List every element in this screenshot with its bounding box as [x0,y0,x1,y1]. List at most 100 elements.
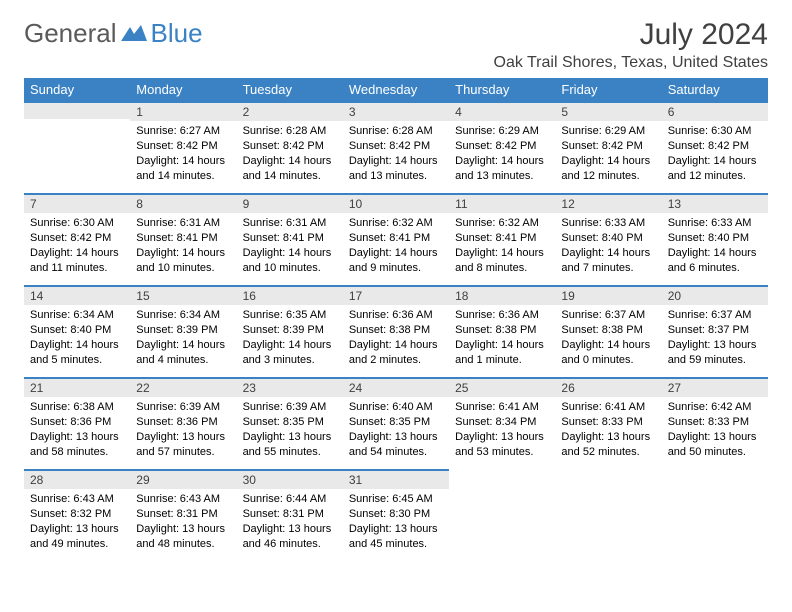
day-content: Sunrise: 6:39 AMSunset: 8:36 PMDaylight:… [130,397,236,465]
calendar-cell [449,469,555,561]
brand-part2: Blue [151,18,203,49]
daylight-text: and 46 minutes. [243,537,337,552]
calendar-cell: 1Sunrise: 6:27 AMSunset: 8:42 PMDaylight… [130,101,236,193]
day-number: 17 [343,285,449,305]
day-number: 28 [24,469,130,489]
calendar-cell: 7Sunrise: 6:30 AMSunset: 8:42 PMDaylight… [24,193,130,285]
daylight-text: and 14 minutes. [136,169,230,184]
sunset-text: Sunset: 8:42 PM [136,139,230,154]
daylight-text: and 48 minutes. [136,537,230,552]
daylight-text: and 9 minutes. [349,261,443,276]
day-content: Sunrise: 6:41 AMSunset: 8:34 PMDaylight:… [449,397,555,465]
daylight-text: Daylight: 14 hours [243,338,337,353]
day-content: Sunrise: 6:37 AMSunset: 8:38 PMDaylight:… [555,305,661,373]
daylight-text: Daylight: 14 hours [349,338,443,353]
daylight-text: Daylight: 14 hours [136,246,230,261]
sunset-text: Sunset: 8:42 PM [561,139,655,154]
empty-day-bar [24,101,130,119]
day-content: Sunrise: 6:31 AMSunset: 8:41 PMDaylight:… [237,213,343,281]
sunset-text: Sunset: 8:38 PM [349,323,443,338]
daylight-text: Daylight: 13 hours [136,430,230,445]
day-content: Sunrise: 6:27 AMSunset: 8:42 PMDaylight:… [130,121,236,189]
sunrise-text: Sunrise: 6:37 AM [668,308,762,323]
day-content: Sunrise: 6:36 AMSunset: 8:38 PMDaylight:… [343,305,449,373]
day-number: 4 [449,101,555,121]
sunrise-text: Sunrise: 6:29 AM [561,124,655,139]
calendar-cell: 31Sunrise: 6:45 AMSunset: 8:30 PMDayligh… [343,469,449,561]
sunset-text: Sunset: 8:31 PM [243,507,337,522]
day-number: 18 [449,285,555,305]
day-number: 7 [24,193,130,213]
daylight-text: Daylight: 14 hours [243,246,337,261]
daylight-text: Daylight: 14 hours [136,338,230,353]
day-content: Sunrise: 6:28 AMSunset: 8:42 PMDaylight:… [343,121,449,189]
sunrise-text: Sunrise: 6:39 AM [136,400,230,415]
daylight-text: and 6 minutes. [668,261,762,276]
day-content: Sunrise: 6:44 AMSunset: 8:31 PMDaylight:… [237,489,343,557]
calendar-cell: 14Sunrise: 6:34 AMSunset: 8:40 PMDayligh… [24,285,130,377]
brand-wave-icon [121,25,147,43]
day-number: 25 [449,377,555,397]
sunset-text: Sunset: 8:42 PM [668,139,762,154]
day-number: 5 [555,101,661,121]
day-number: 20 [662,285,768,305]
calendar-cell: 20Sunrise: 6:37 AMSunset: 8:37 PMDayligh… [662,285,768,377]
day-number: 31 [343,469,449,489]
calendar-week-row: 28Sunrise: 6:43 AMSunset: 8:32 PMDayligh… [24,469,768,561]
brand-logo: GeneralBlue [24,18,203,49]
day-content: Sunrise: 6:31 AMSunset: 8:41 PMDaylight:… [130,213,236,281]
day-number: 12 [555,193,661,213]
calendar-cell: 19Sunrise: 6:37 AMSunset: 8:38 PMDayligh… [555,285,661,377]
day-content: Sunrise: 6:43 AMSunset: 8:31 PMDaylight:… [130,489,236,557]
calendar-cell: 17Sunrise: 6:36 AMSunset: 8:38 PMDayligh… [343,285,449,377]
sunset-text: Sunset: 8:37 PM [668,323,762,338]
weekday-header: Thursday [449,78,555,101]
weekday-header: Saturday [662,78,768,101]
day-number: 8 [130,193,236,213]
day-number: 15 [130,285,236,305]
weekday-header: Friday [555,78,661,101]
calendar-week-row: 7Sunrise: 6:30 AMSunset: 8:42 PMDaylight… [24,193,768,285]
day-content: Sunrise: 6:37 AMSunset: 8:37 PMDaylight:… [662,305,768,373]
sunrise-text: Sunrise: 6:36 AM [455,308,549,323]
calendar-cell [555,469,661,561]
day-content: Sunrise: 6:36 AMSunset: 8:38 PMDaylight:… [449,305,555,373]
sunset-text: Sunset: 8:36 PM [136,415,230,430]
daylight-text: Daylight: 13 hours [136,522,230,537]
sunset-text: Sunset: 8:38 PM [455,323,549,338]
sunrise-text: Sunrise: 6:36 AM [349,308,443,323]
day-number: 21 [24,377,130,397]
daylight-text: and 45 minutes. [349,537,443,552]
location-text: Oak Trail Shores, Texas, United States [494,54,769,72]
daylight-text: Daylight: 14 hours [243,154,337,169]
sunset-text: Sunset: 8:42 PM [243,139,337,154]
daylight-text: and 10 minutes. [136,261,230,276]
sunrise-text: Sunrise: 6:29 AM [455,124,549,139]
daylight-text: and 2 minutes. [349,353,443,368]
daylight-text: and 8 minutes. [455,261,549,276]
daylight-text: Daylight: 14 hours [349,154,443,169]
daylight-text: and 0 minutes. [561,353,655,368]
calendar-cell: 11Sunrise: 6:32 AMSunset: 8:41 PMDayligh… [449,193,555,285]
sunrise-text: Sunrise: 6:30 AM [30,216,124,231]
day-number: 29 [130,469,236,489]
calendar-cell: 29Sunrise: 6:43 AMSunset: 8:31 PMDayligh… [130,469,236,561]
daylight-text: Daylight: 13 hours [668,338,762,353]
sunset-text: Sunset: 8:32 PM [30,507,124,522]
calendar-cell: 28Sunrise: 6:43 AMSunset: 8:32 PMDayligh… [24,469,130,561]
sunrise-text: Sunrise: 6:33 AM [668,216,762,231]
calendar-cell: 22Sunrise: 6:39 AMSunset: 8:36 PMDayligh… [130,377,236,469]
day-content: Sunrise: 6:32 AMSunset: 8:41 PMDaylight:… [449,213,555,281]
daylight-text: Daylight: 14 hours [561,154,655,169]
day-content: Sunrise: 6:34 AMSunset: 8:39 PMDaylight:… [130,305,236,373]
day-number: 13 [662,193,768,213]
daylight-text: Daylight: 13 hours [30,430,124,445]
calendar-cell: 23Sunrise: 6:39 AMSunset: 8:35 PMDayligh… [237,377,343,469]
calendar-cell: 30Sunrise: 6:44 AMSunset: 8:31 PMDayligh… [237,469,343,561]
daylight-text: and 3 minutes. [243,353,337,368]
daylight-text: and 10 minutes. [243,261,337,276]
calendar-cell: 24Sunrise: 6:40 AMSunset: 8:35 PMDayligh… [343,377,449,469]
calendar-cell: 2Sunrise: 6:28 AMSunset: 8:42 PMDaylight… [237,101,343,193]
daylight-text: Daylight: 14 hours [136,154,230,169]
calendar-cell [24,101,130,193]
